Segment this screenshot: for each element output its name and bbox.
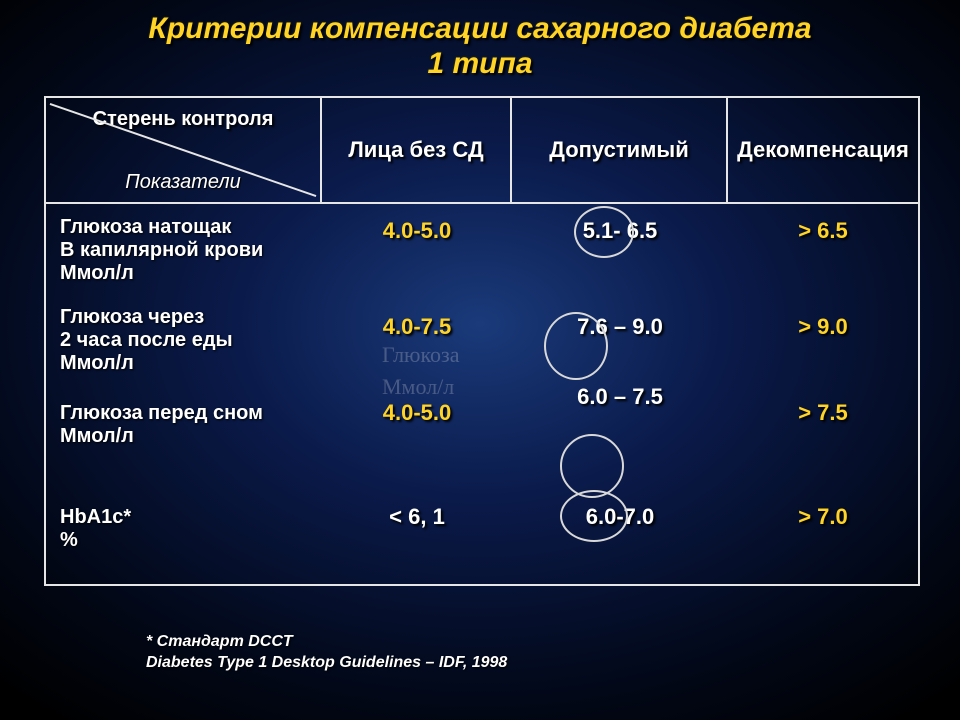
col-acceptable: 5.1- 6.5 7.6 – 9.0 6.0 – 7.5 6.0-7.0	[512, 204, 728, 584]
val-hba1c-nodm: < 6, 1	[322, 504, 512, 530]
ghost-glucose: Глюкоза	[382, 342, 460, 368]
title-line-1: Критерии компенсации сахарного диабета	[148, 12, 811, 45]
col-labels: Глюкоза натощак В капилярной крови Ммол/…	[46, 204, 322, 584]
col-no-dm: 4.0-5.0 4.0-7.5 4.0-5.0 < 6, 1 Глюкоза М…	[322, 204, 512, 584]
val-fasting-ok: 5.1- 6.5	[512, 218, 728, 244]
val-fasting-decomp: > 6.5	[728, 218, 918, 244]
val-postmeal-decomp: > 9.0	[728, 314, 918, 340]
val-hba1c-ok: 6.0-7.0	[512, 504, 728, 530]
val-bedtime-nodm: 4.0-5.0	[322, 400, 512, 426]
row-label-fasting: Глюкоза натощак В капилярной крови Ммол/…	[46, 210, 269, 291]
footnote-dcct: * Стандарт DCCT	[146, 633, 293, 650]
val-postmeal-nodm: 4.0-7.5	[322, 314, 512, 340]
val-bedtime-decomp: > 7.5	[728, 400, 918, 426]
header-control-degree: Стерень контроля	[50, 102, 316, 131]
title-line-2: 1 типа	[427, 47, 532, 80]
table-header-row: Стерень контроля Показатели Лица без СД …	[46, 98, 918, 204]
val-hba1c-decomp: > 7.0	[728, 504, 918, 530]
header-decompensation: Декомпенсация	[728, 98, 918, 202]
col-decomp: > 6.5 > 9.0 > 7.5 > 7.0	[728, 204, 918, 584]
footnote: * Стандарт DCCT Diabetes Type 1 Desktop …	[146, 631, 507, 674]
criteria-table: Стерень контроля Показатели Лица без СД …	[44, 96, 920, 586]
val-fasting-nodm: 4.0-5.0	[322, 218, 512, 244]
val-bedtime-ok: 6.0 – 7.5	[512, 384, 728, 410]
header-acceptable: Допустимый	[512, 98, 728, 202]
row-label-bedtime: Глюкоза перед сном Ммол/л	[46, 396, 269, 454]
table-body: Глюкоза натощак В капилярной крови Ммол/…	[46, 204, 918, 584]
highlight-circle-icon	[560, 434, 624, 498]
val-postmeal-ok: 7.6 – 9.0	[512, 314, 728, 340]
footnote-source: Diabetes Type 1 Desktop Guidelines – IDF…	[146, 654, 507, 671]
header-indicators-label: Показатели	[50, 171, 316, 198]
header-indicators: Стерень контроля Показатели	[46, 98, 322, 202]
row-label-hba1c: HbA1c* %	[46, 500, 137, 558]
row-label-postmeal: Глюкоза через 2 часа после еды Ммол/л	[46, 300, 239, 381]
slide-title: Критерии компенсации сахарного диабета 1…	[0, 12, 960, 81]
ghost-mmol: Ммол/л	[382, 374, 454, 400]
header-no-dm: Лица без СД	[322, 98, 512, 202]
